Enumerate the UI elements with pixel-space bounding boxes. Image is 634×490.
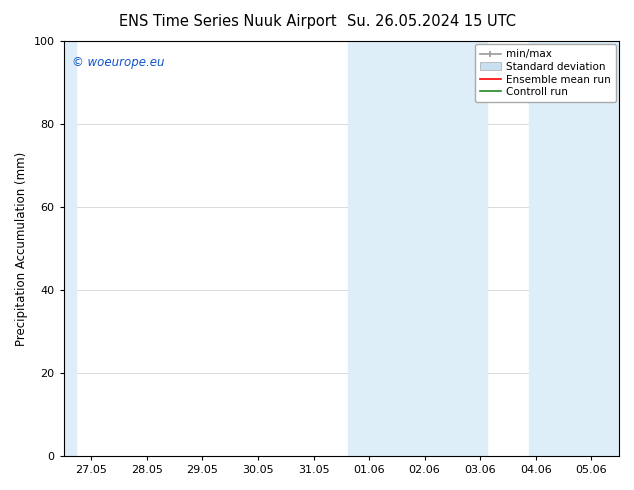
Bar: [348, 41, 487, 456]
Legend: min/max, Standard deviation, Ensemble mean run, Controll run: min/max, Standard deviation, Ensemble me…: [475, 44, 616, 102]
Bar: [63, 41, 76, 456]
Y-axis label: Precipitation Accumulation (mm): Precipitation Accumulation (mm): [15, 151, 28, 345]
Text: Su. 26.05.2024 15 UTC: Su. 26.05.2024 15 UTC: [347, 14, 515, 29]
Text: ENS Time Series Nuuk Airport: ENS Time Series Nuuk Airport: [119, 14, 337, 29]
Text: © woeurope.eu: © woeurope.eu: [72, 55, 164, 69]
Bar: [529, 41, 619, 456]
